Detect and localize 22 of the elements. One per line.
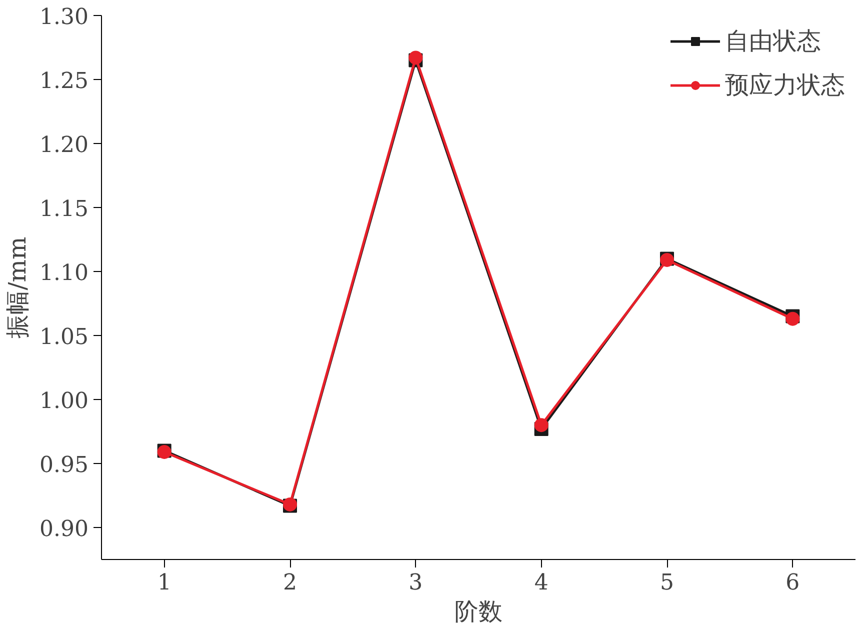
point	[408, 50, 423, 65]
y-tick-label: 1.10	[40, 261, 88, 286]
y-tick-label: 1.25	[40, 69, 88, 94]
x-tick-label: 2	[283, 570, 297, 596]
y-axis-title: 振幅/mm	[4, 236, 32, 338]
point	[534, 418, 548, 432]
point	[786, 312, 800, 326]
y-tick-label: 1.20	[40, 133, 88, 158]
y-tick-label: 1.00	[40, 389, 88, 414]
x-tick-label: 5	[660, 570, 674, 596]
x-axis-title: 阶数	[454, 598, 502, 626]
x-tick-label: 3	[408, 570, 423, 596]
legend-label: 预应力状态	[725, 70, 845, 101]
legend-label: 自由状态	[725, 26, 821, 57]
x-tick-label: 1	[157, 570, 172, 596]
y-tick-label: 0.90	[40, 517, 88, 542]
x-tick-label: 6	[786, 570, 800, 596]
y-tick-label: 1.30	[40, 5, 88, 30]
y-tick-label: 0.95	[40, 453, 88, 478]
y-tick-label: 1.15	[40, 197, 88, 222]
y-tick-label: 1.05	[40, 325, 88, 350]
x-tick-label: 4	[534, 570, 548, 596]
